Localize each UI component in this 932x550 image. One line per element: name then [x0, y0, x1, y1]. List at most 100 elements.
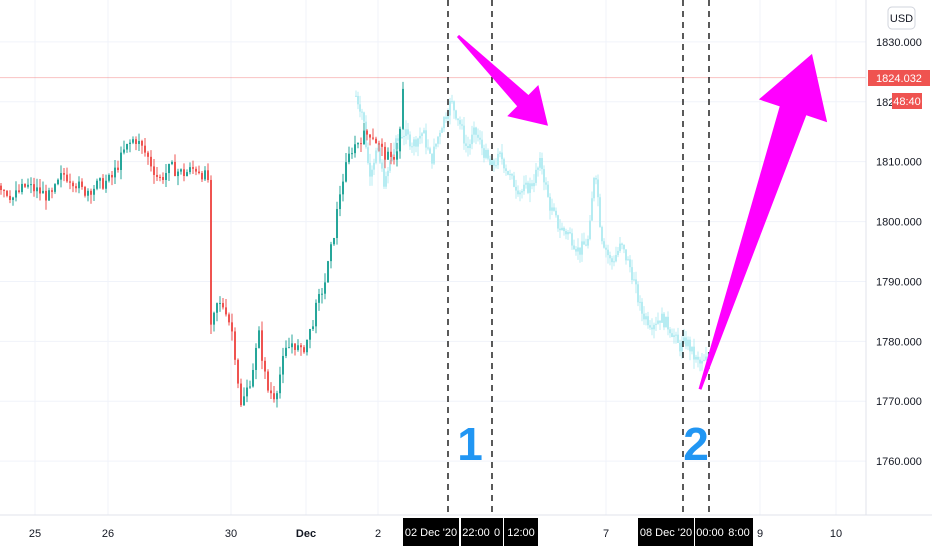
candle — [57, 179, 59, 185]
candle — [30, 184, 32, 186]
projection-candle — [481, 139, 483, 149]
candle — [108, 174, 110, 181]
arrow-up — [698, 53, 828, 390]
candle — [153, 166, 155, 175]
arrow-annotations — [456, 34, 828, 390]
candle — [324, 282, 326, 294]
projection-candle — [491, 160, 493, 166]
projection-candle — [669, 329, 671, 334]
projection-candle — [691, 346, 693, 352]
projection-candle — [647, 316, 649, 326]
projection-candle — [593, 178, 595, 199]
candle — [54, 184, 56, 192]
candle — [360, 143, 362, 145]
projection-candle — [677, 334, 679, 343]
projection-candle — [363, 112, 365, 122]
candle — [231, 322, 233, 332]
projection-candle — [527, 182, 529, 193]
candle — [6, 190, 8, 196]
candle — [372, 137, 374, 139]
projection-candle — [609, 255, 611, 259]
projection-candle — [599, 197, 601, 227]
projection-candle — [619, 243, 621, 251]
candle — [195, 168, 197, 172]
projection-candle — [543, 169, 545, 183]
candle — [69, 181, 71, 183]
candle — [90, 190, 92, 195]
projection-candle — [701, 360, 703, 364]
candle — [285, 347, 287, 356]
zone-label-1: 1 — [457, 418, 483, 470]
candle — [78, 181, 80, 189]
projection-candle — [405, 129, 407, 136]
projection-candle — [421, 133, 423, 136]
projection-candle — [361, 111, 363, 113]
projection-candle — [693, 346, 695, 360]
projection-candle — [427, 147, 429, 149]
projection-candle — [471, 134, 473, 145]
projection-candle — [515, 186, 517, 191]
candle — [126, 143, 128, 150]
candle — [27, 184, 29, 187]
projection-candle — [539, 157, 541, 168]
candle — [192, 167, 194, 169]
price-candles — [0, 81, 404, 408]
projection-candle — [475, 127, 477, 135]
projection-candle — [373, 162, 375, 170]
projection-candle — [617, 250, 619, 256]
candle — [162, 177, 164, 180]
projection-candle — [545, 182, 547, 185]
projection-candle — [549, 196, 551, 211]
projection-candle — [443, 116, 445, 129]
projection-candle — [575, 249, 577, 252]
projection-candle — [521, 191, 523, 193]
arrow-down — [456, 34, 548, 126]
projection-candle — [505, 168, 507, 171]
projection-candle — [557, 215, 559, 229]
currency-button[interactable]: USD — [887, 6, 916, 30]
candle — [48, 190, 50, 201]
projection-candle — [525, 182, 527, 185]
projection-candle — [477, 134, 479, 138]
candle — [150, 156, 152, 167]
projection-candle — [495, 165, 497, 167]
projection-candle — [705, 356, 707, 360]
time-tick-label: 2 — [375, 528, 381, 540]
projection-candle — [369, 162, 371, 177]
candle — [36, 187, 38, 192]
projection-candle — [587, 239, 589, 246]
time-tag-date-1: 02 Dec '20 — [405, 527, 457, 539]
projection-candle — [635, 279, 637, 285]
projection-candle — [601, 226, 603, 242]
projection-candle — [493, 160, 495, 166]
candle — [255, 347, 257, 370]
projection-candle — [645, 316, 647, 320]
candle — [234, 331, 236, 360]
candle — [168, 163, 170, 174]
projection-candle — [659, 320, 661, 323]
projection-candle — [657, 320, 659, 324]
projection-candle — [563, 227, 565, 232]
time-tick-label: 30 — [225, 528, 237, 540]
projection-candle — [625, 249, 627, 261]
projection-candle — [653, 324, 655, 330]
candle — [75, 186, 77, 189]
projection-candle — [367, 147, 369, 163]
projection-candle — [387, 170, 389, 177]
candle — [393, 157, 395, 160]
projection-candle — [561, 227, 563, 231]
candle — [216, 303, 218, 313]
time-tick-label: 10 — [830, 528, 842, 540]
projection-candle — [585, 244, 587, 246]
candle — [138, 140, 140, 144]
projection-candle — [447, 115, 449, 119]
candle — [243, 396, 245, 406]
projection-candle — [431, 153, 433, 164]
candle — [51, 190, 53, 192]
projection-candle — [461, 124, 463, 126]
price-tick-label: 1810.000 — [876, 157, 922, 169]
time-axis-labels: 25 26 30 Dec 2 7 9 10 — [29, 528, 842, 540]
candle — [252, 369, 254, 387]
